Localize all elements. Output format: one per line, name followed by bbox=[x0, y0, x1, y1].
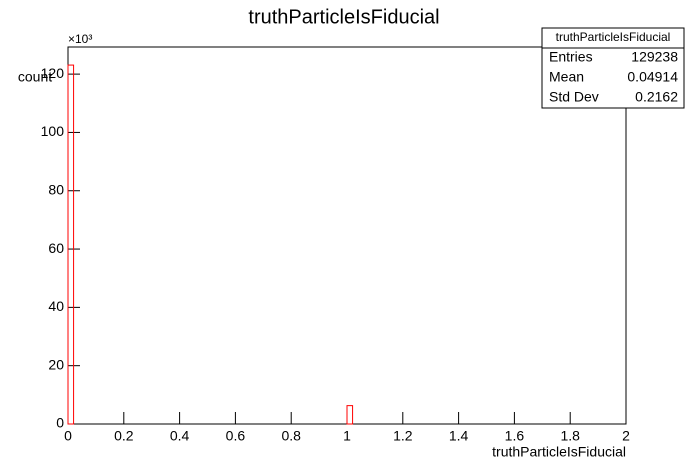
stats-label: Mean bbox=[549, 69, 584, 85]
x-axis-label: truthParticleIsFiducial bbox=[492, 444, 626, 460]
x-tick-label: 0.8 bbox=[281, 428, 301, 444]
histogram-bar bbox=[346, 405, 354, 425]
chart-title: truthParticleIsFiducial bbox=[248, 6, 439, 28]
y-tick-label: 80 bbox=[48, 181, 64, 197]
y-tick-label: 40 bbox=[48, 298, 64, 314]
stats-value: 0.04914 bbox=[627, 69, 678, 85]
y-tick-label: 0 bbox=[56, 415, 64, 431]
x-tick-label: 0 bbox=[64, 428, 72, 444]
stats-box bbox=[541, 27, 685, 109]
x-tick-label: 1.6 bbox=[505, 428, 525, 444]
y-multiplier: ×10³ bbox=[68, 32, 92, 46]
stats-label: Entries bbox=[549, 49, 593, 65]
x-tick-label: 0.4 bbox=[170, 428, 190, 444]
y-tick-label: 120 bbox=[41, 65, 65, 81]
y-tick-label: 20 bbox=[48, 356, 64, 372]
x-tick-label: 1.8 bbox=[560, 428, 580, 444]
y-tick-label: 60 bbox=[48, 240, 64, 256]
x-tick-label: 1 bbox=[343, 428, 351, 444]
x-tick-label: 1.2 bbox=[393, 428, 413, 444]
stats-value: 129238 bbox=[631, 49, 678, 65]
stats-title: truthParticleIsFiducial bbox=[556, 30, 671, 44]
x-tick-label: 0.6 bbox=[226, 428, 246, 444]
x-tick-label: 2 bbox=[622, 428, 630, 444]
histogram-bar bbox=[67, 64, 75, 425]
x-tick-label: 0.2 bbox=[114, 428, 134, 444]
stats-label: Std Dev bbox=[549, 89, 599, 105]
x-tick-label: 1.4 bbox=[449, 428, 469, 444]
stats-value: 0.2162 bbox=[635, 89, 678, 105]
y-tick-label: 100 bbox=[41, 123, 65, 139]
y-axis-label: count bbox=[18, 69, 52, 85]
